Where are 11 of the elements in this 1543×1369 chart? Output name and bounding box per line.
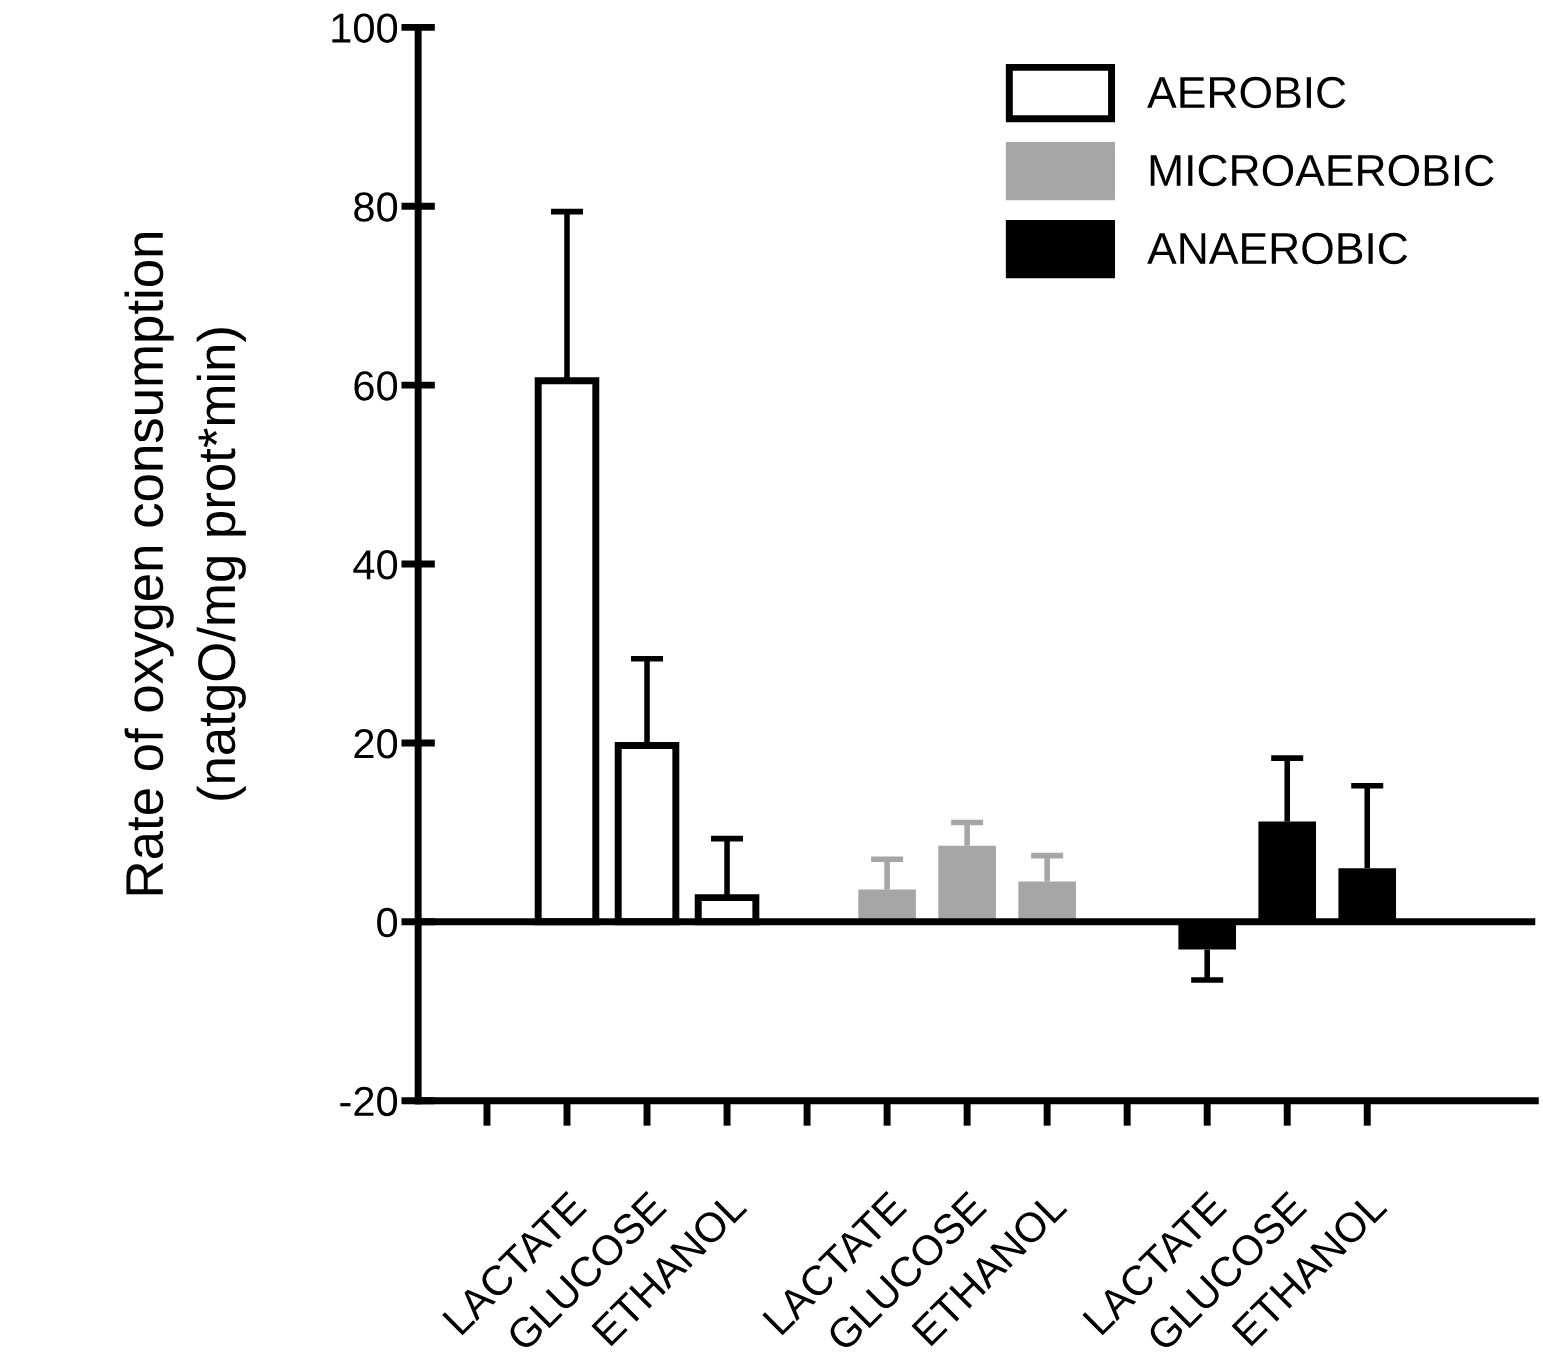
y-tick-label: -20 xyxy=(340,1086,398,1117)
y-tick-label: 40 xyxy=(353,550,398,580)
y-tick-label: 60 xyxy=(354,371,398,401)
legend-label: ANAEROBIC xyxy=(1147,232,1408,265)
y-tick-label: 20 xyxy=(354,728,398,759)
legend-label: AEROBIC xyxy=(1147,76,1346,109)
y-tick-label: 0 xyxy=(377,907,398,938)
y-axis-title: Rate of oxygen consumption (natgO/mg prot*min) xyxy=(124,232,246,895)
y-tick-label: 100 xyxy=(332,13,398,43)
legend-label: MICROAEROBIC xyxy=(1150,154,1494,187)
y-tick-label: 80 xyxy=(354,192,398,222)
